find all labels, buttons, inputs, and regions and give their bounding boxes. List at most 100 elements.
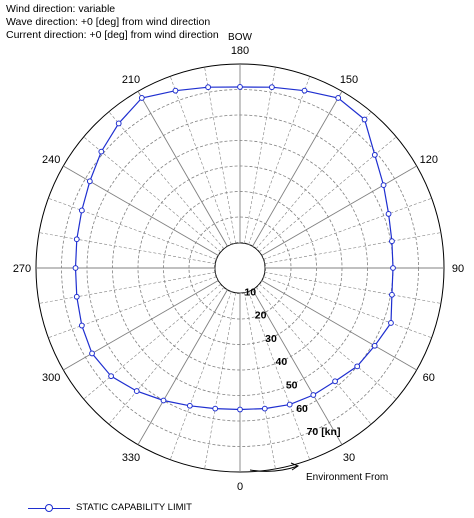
radial-tick-label: 30 (265, 333, 277, 345)
polar-chart: 0 30 60 90 120 150 180 210 240 270 300 330 10 20 30 40… (13, 32, 464, 493)
angle-tick-label: 240 (42, 154, 60, 166)
bow-label: BOW (228, 32, 252, 43)
grid-spoke (263, 276, 432, 339)
grid-spoke (169, 76, 232, 245)
data-point (380, 182, 387, 189)
data-point (389, 291, 395, 298)
plot-header: Wind direction: variable Wave direction:… (6, 3, 219, 42)
grid-spoke (204, 67, 236, 244)
environment-from-label: Environment From (306, 472, 388, 483)
wind-direction-text: Wind direction: variable (6, 3, 116, 15)
grid-spoke (252, 91, 343, 247)
data-point (385, 211, 392, 217)
data-point (361, 116, 368, 123)
legend: STATIC CAPABILITY LIMIT (28, 502, 192, 513)
data-point (237, 84, 243, 90)
grid-spoke (169, 291, 232, 460)
grid-spoke (261, 165, 417, 256)
grid-spoke (255, 111, 372, 250)
grid-spoke (244, 67, 276, 244)
polar-grid (35, 63, 445, 473)
data-point (73, 293, 80, 300)
angle-tick-label: 330 (122, 452, 140, 464)
data-point (108, 373, 114, 380)
grid-spoke (48, 197, 217, 260)
angle-tick-label: 120 (420, 154, 438, 166)
data-point (371, 152, 378, 158)
angle-tick-label: 60 (423, 372, 435, 384)
data-point (160, 397, 167, 404)
grid-spoke (83, 136, 222, 253)
grid-spoke (255, 286, 372, 425)
data-point (86, 178, 93, 185)
data-point (390, 265, 396, 271)
grid-spoke (39, 232, 216, 264)
grid-spoke (39, 272, 216, 304)
radial-tick-label: 70 [kn] (307, 426, 341, 438)
radial-tick-label: 40 (275, 356, 287, 368)
angle-tick-label: 90 (452, 263, 464, 275)
angle-tick-label: 180 (231, 45, 249, 57)
data-point (115, 120, 122, 127)
legend-marker-icon (28, 503, 70, 513)
data-point (186, 402, 193, 409)
data-point (172, 87, 179, 94)
angle-tick-labels: 0 30 60 90 120 150 180 210 240 270 300 330 (13, 45, 464, 493)
data-point (332, 378, 338, 385)
grid-spoke (204, 292, 236, 469)
data-point (335, 95, 342, 101)
data-point (261, 405, 268, 412)
grid-spoke (248, 76, 311, 245)
grid-spoke (137, 289, 228, 445)
angle-tick-label: 0 (237, 481, 243, 493)
data-point (286, 401, 293, 408)
grid-spoke (63, 280, 219, 371)
data-point (371, 342, 378, 349)
data-point (388, 320, 394, 326)
environment-arrow (249, 462, 300, 472)
data-point (268, 84, 275, 91)
grid-spoke (258, 283, 397, 400)
angle-tick-label: 150 (340, 74, 358, 86)
data-point (78, 207, 85, 214)
radial-tick-label: 50 (286, 379, 298, 391)
data-point (205, 84, 212, 91)
grid-spoke (263, 197, 432, 260)
grid-spoke (63, 165, 219, 256)
grid-spoke (261, 280, 417, 371)
legend-label: STATIC CAPABILITY LIMIT (76, 502, 192, 513)
wave-direction-text: Wave direction: +0 [deg] from wind direc… (6, 16, 211, 28)
data-point (89, 350, 95, 357)
data-point (354, 363, 361, 370)
data-point (98, 148, 105, 155)
angle-tick-label: 270 (13, 263, 31, 275)
data-point (72, 265, 79, 271)
data-point (301, 87, 308, 94)
angle-tick-label: 300 (42, 372, 60, 384)
series-static-capability (72, 84, 396, 413)
radial-tick-label: 10 (244, 286, 256, 298)
data-point (133, 388, 140, 394)
data-point (138, 95, 145, 101)
grid-spoke (264, 232, 441, 264)
data-point (73, 236, 80, 243)
data-point (78, 322, 85, 329)
angle-tick-label: 210 (122, 74, 140, 86)
data-point (212, 405, 219, 412)
data-point (310, 392, 317, 398)
grid-spoke (108, 286, 225, 425)
radial-tick-label: 60 (296, 403, 308, 415)
radial-tick-labels: 10 20 30 40 50 60 70 [kn] (244, 286, 340, 438)
data-point (389, 238, 395, 245)
data-point (237, 406, 243, 413)
angle-tick-label: 30 (343, 452, 355, 464)
radial-tick-label: 20 (255, 310, 267, 322)
grid-spoke (83, 283, 222, 400)
center-circle (214, 242, 266, 294)
grid-spoke (252, 289, 343, 445)
grid-spoke (108, 111, 225, 250)
current-direction-text: Current direction: +0 [deg] from wind di… (6, 29, 219, 41)
grid-spoke (48, 276, 217, 339)
grid-spoke (264, 272, 441, 304)
grid-spoke (137, 91, 228, 247)
